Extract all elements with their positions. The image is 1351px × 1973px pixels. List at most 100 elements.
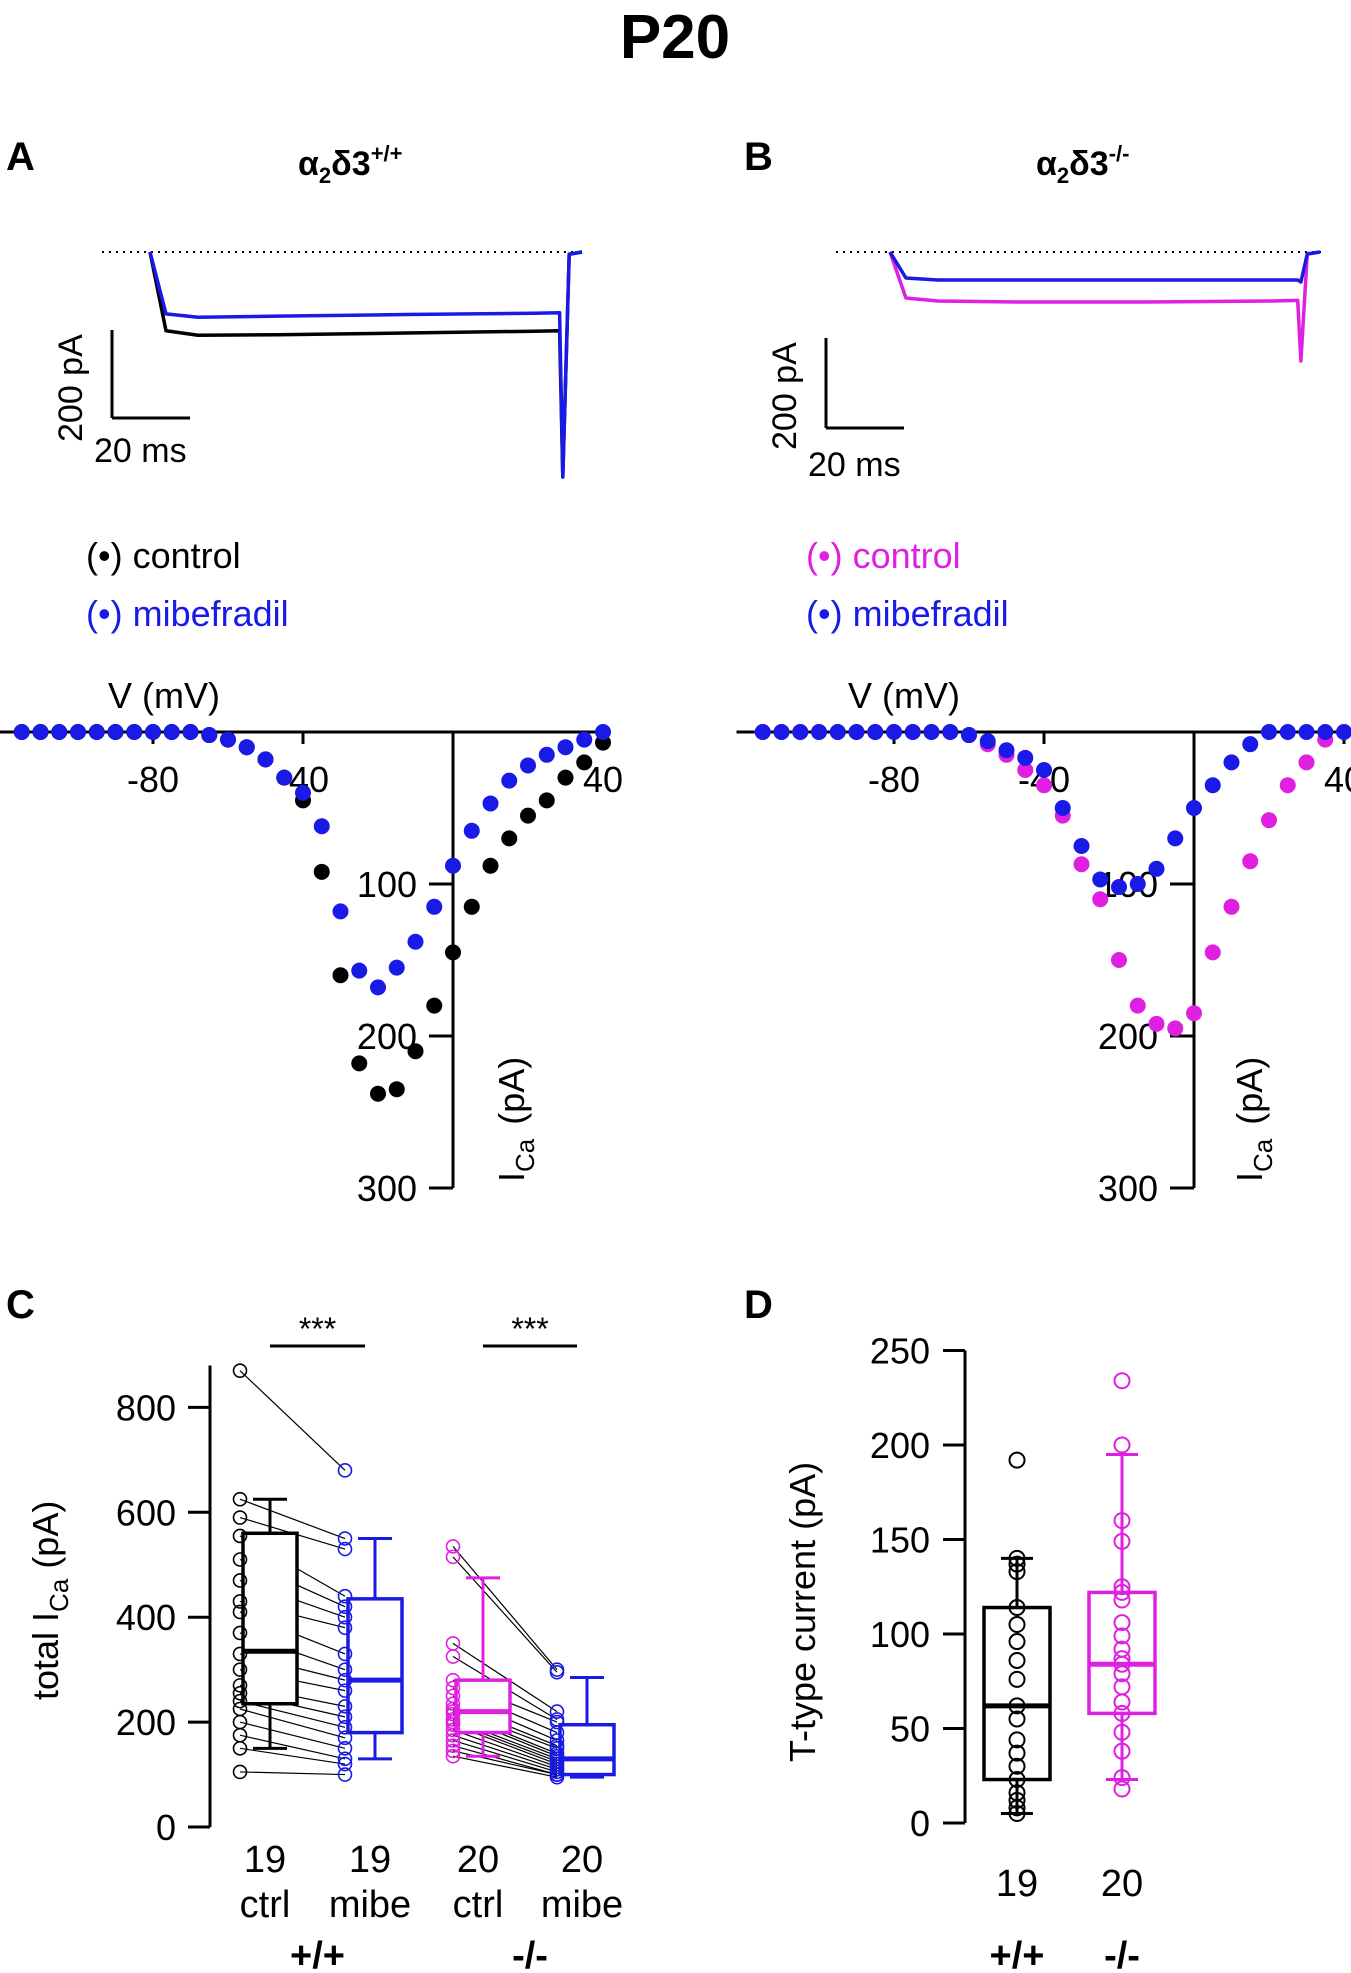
iv-point-mibefradil [886,724,902,740]
c-pair-line [239,1721,346,1749]
c-pair-line [239,1498,346,1540]
c-point [445,1748,461,1764]
d-point [1008,1563,1026,1581]
d-point [1113,1614,1131,1632]
c-point [445,1727,461,1743]
c-point [337,1672,353,1688]
iv-y-tick-label: 200 [357,1016,417,1057]
panel-b-label: B [744,135,773,179]
iv-point-control [1092,891,1109,908]
d-point [1113,1655,1131,1673]
iv-point-mibefradil [1167,830,1184,847]
d-point [1008,1451,1026,1469]
c-point [232,1741,248,1756]
c-genotype-label: -/- [512,1935,548,1973]
d-point [1113,1591,1131,1609]
iv-point-mibefradil [426,898,443,915]
iv-point-control [1242,853,1259,870]
c-point [337,1588,353,1604]
c-n-label: 19 [244,1839,286,1881]
panel-a-iv-ylabel: ICa(pA) [491,1057,540,1182]
panel-a-scale-y-label: 200 pA [52,334,90,442]
c-point [445,1722,461,1738]
c-y-tick-label: 800 [116,1387,176,1428]
iv-point-control [313,863,330,880]
c-point [445,1539,461,1554]
d-point [1113,1372,1131,1390]
iv-point-mibefradil [257,751,274,768]
d-point [1008,1710,1026,1728]
iv-point-mibefradil [1129,876,1146,892]
c-point [337,1720,353,1735]
iv-point-mibefradil [332,903,349,920]
panel-b-legend-mibefradil: (•) mibefradil [806,593,1009,634]
iv-point-mibefradil [773,724,790,740]
d-point [1113,1723,1131,1741]
panel-c-plot: 020040060080019ctrl19mibe20ctrl20mibe***… [116,1311,623,1973]
iv-point-control [388,1081,405,1098]
iv-point-mibefradil [145,724,161,740]
c-point [445,1717,461,1733]
iv-point-mibefradil [1223,754,1240,771]
d-point [1113,1532,1131,1550]
c-point [232,1685,248,1701]
c-point [337,1683,353,1698]
d-point [1008,1599,1026,1617]
iv-point-mibefradil [313,818,330,835]
c-point [445,1743,461,1759]
d-point [1008,1744,1026,1762]
d-genotype-label: -/- [1104,1935,1140,1973]
c-pair-line [452,1755,558,1778]
c-point [337,1709,353,1725]
c-point [337,1599,353,1615]
figure-title: P20 [620,3,730,72]
c-pair-line [239,1771,346,1776]
iv-point-mibefradil [1036,762,1052,778]
iv-point-control [463,898,480,915]
d-n-label: 19 [996,1863,1038,1905]
iv-point-control [1261,812,1277,829]
iv-point-control [1204,944,1221,961]
c-point [337,1662,353,1677]
d-point [1008,1549,1026,1567]
d-point [1008,1805,1026,1823]
c-point [445,1733,461,1748]
iv-point-control [1186,1005,1202,1022]
c-point [337,1756,353,1772]
iv-point-mibefradil [1186,800,1202,816]
iv-point-mibefradil [576,731,593,748]
iv-y-tick-label: 300 [357,1168,417,1209]
c-point [337,1541,353,1557]
iv-point-mibefradil [238,739,255,756]
iv-point-control [520,807,536,824]
c-point [337,1699,353,1714]
panel-b-scale-y-label: 200 pA [766,342,804,450]
c-box [346,1597,404,1735]
c-point [337,1463,353,1478]
c-pair-line [452,1546,558,1671]
c-box [241,1531,299,1706]
iv-point-mibefradil [923,724,940,740]
c-point [232,1764,248,1780]
iv-point-control [445,944,461,961]
c-point [445,1672,461,1688]
iv-point-control [557,769,574,786]
panel-d-label: D [744,1283,773,1327]
d-y-tick-label: 250 [870,1331,930,1372]
d-y-tick-label: 100 [870,1614,930,1655]
panel-b-traces [888,250,1321,363]
d-point [1113,1665,1131,1683]
c-point [232,1625,248,1641]
c-point [232,1604,248,1620]
iv-point-mibefradil [388,959,405,976]
c-point [337,1531,353,1546]
c-pair-line [452,1739,558,1773]
iv-point-control [1017,762,1034,778]
iv-point-control [1167,1020,1184,1037]
iv-point-mibefradil [370,979,386,996]
iv-point-mibefradil [220,731,236,748]
iv-point-mibefradil [13,724,30,740]
iv-point-mibefradil [163,724,180,740]
